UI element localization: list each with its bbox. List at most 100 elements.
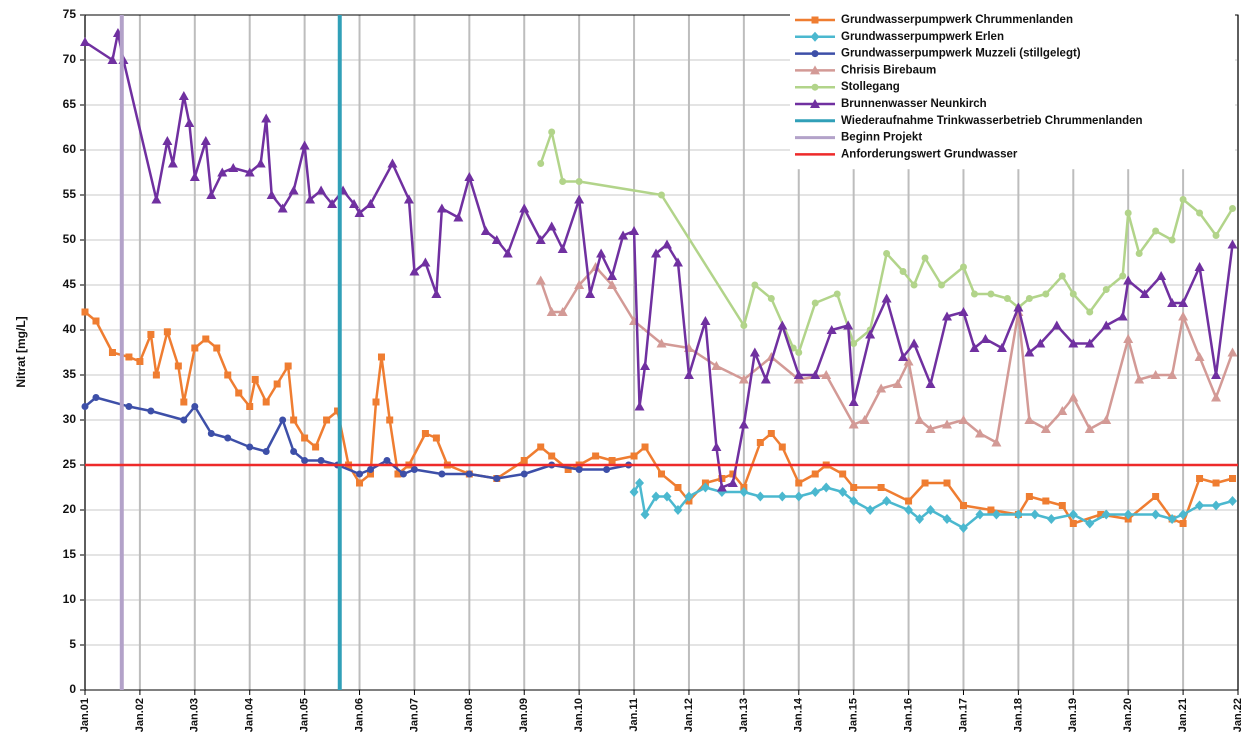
y-tick-label: 5 xyxy=(69,637,76,651)
marker xyxy=(410,466,418,473)
marker xyxy=(1101,415,1112,424)
marker xyxy=(1058,502,1066,509)
legend-label: Beginn Projekt xyxy=(841,132,922,144)
marker xyxy=(1025,493,1033,500)
marker xyxy=(383,457,391,464)
marker xyxy=(1151,509,1161,520)
y-tick-label: 10 xyxy=(63,592,77,606)
marker xyxy=(251,376,259,383)
marker xyxy=(991,437,1002,447)
marker xyxy=(1046,514,1056,524)
y-tick-label: 15 xyxy=(63,547,77,561)
marker xyxy=(892,379,903,388)
marker xyxy=(136,358,144,365)
marker xyxy=(970,290,978,298)
marker xyxy=(1152,227,1160,235)
y-axis-label: Nitrat [mg/L] xyxy=(14,316,28,387)
marker xyxy=(778,443,786,451)
legend-label: Anforderungswert Grundwasser xyxy=(841,148,1018,160)
marker xyxy=(810,487,820,497)
marker xyxy=(629,487,639,497)
marker xyxy=(386,416,394,424)
marker xyxy=(795,349,803,356)
marker xyxy=(535,235,546,244)
marker xyxy=(738,419,749,429)
marker xyxy=(925,424,936,433)
marker xyxy=(535,275,546,285)
marker xyxy=(317,457,325,464)
marker xyxy=(312,443,320,451)
marker xyxy=(1211,370,1222,379)
marker xyxy=(1229,205,1237,212)
marker xyxy=(537,443,545,451)
y-tick-label: 30 xyxy=(63,412,77,426)
marker xyxy=(244,167,255,177)
x-tick-label: Jan.10 xyxy=(573,698,585,732)
marker xyxy=(1003,295,1011,302)
marker xyxy=(1178,298,1189,307)
marker xyxy=(899,268,907,275)
marker xyxy=(641,443,649,451)
marker xyxy=(1013,302,1024,312)
marker xyxy=(1117,311,1128,321)
marker xyxy=(557,307,568,316)
marker xyxy=(811,50,819,58)
x-tick-label: Jan.17 xyxy=(957,698,969,732)
marker xyxy=(767,295,775,302)
x-tick-label: Jan.02 xyxy=(134,698,146,732)
legend-label: Grundwasserpumpwerk Chrummenlanden xyxy=(841,14,1073,26)
marker xyxy=(959,502,967,509)
marker xyxy=(575,178,583,185)
marker xyxy=(420,257,431,267)
marker xyxy=(519,203,530,213)
x-tick-label: Jan.22 xyxy=(1232,698,1244,732)
marker xyxy=(206,190,217,199)
marker xyxy=(1167,514,1177,524)
marker xyxy=(1042,497,1050,505)
marker xyxy=(493,475,501,482)
x-tick-label: Jan.19 xyxy=(1067,698,1079,732)
marker xyxy=(877,484,885,491)
marker xyxy=(651,491,661,502)
marker xyxy=(811,299,819,307)
marker xyxy=(574,194,585,204)
marker xyxy=(436,203,447,213)
marker xyxy=(316,185,327,195)
marker xyxy=(301,434,309,442)
y-tick-label: 50 xyxy=(63,232,77,246)
marker xyxy=(356,479,364,487)
marker xyxy=(255,158,266,168)
x-tick-label: Jan.12 xyxy=(683,698,695,732)
marker xyxy=(367,466,375,473)
x-tick-label: Jan.05 xyxy=(299,698,311,732)
marker xyxy=(299,140,310,150)
marker xyxy=(1134,374,1145,384)
marker xyxy=(200,136,211,145)
marker xyxy=(1069,520,1077,527)
marker xyxy=(777,491,787,502)
marker xyxy=(810,31,820,42)
marker xyxy=(943,479,951,487)
marker xyxy=(850,340,858,347)
marker xyxy=(727,478,738,487)
marker xyxy=(716,482,727,492)
marker xyxy=(1030,509,1040,520)
marker xyxy=(938,281,946,289)
marker xyxy=(1123,275,1134,285)
marker xyxy=(546,221,557,231)
marker xyxy=(1024,415,1035,424)
marker xyxy=(1195,500,1205,511)
marker xyxy=(921,254,929,262)
marker xyxy=(1101,509,1111,520)
marker xyxy=(1179,196,1187,203)
marker xyxy=(821,370,832,379)
marker xyxy=(608,457,616,464)
marker xyxy=(1227,239,1238,249)
x-tick-label: Jan.03 xyxy=(189,698,201,732)
marker xyxy=(180,416,188,424)
marker xyxy=(207,430,215,437)
marker xyxy=(559,178,567,185)
marker xyxy=(266,190,277,199)
marker xyxy=(898,352,909,361)
y-tick-label: 65 xyxy=(63,97,77,111)
